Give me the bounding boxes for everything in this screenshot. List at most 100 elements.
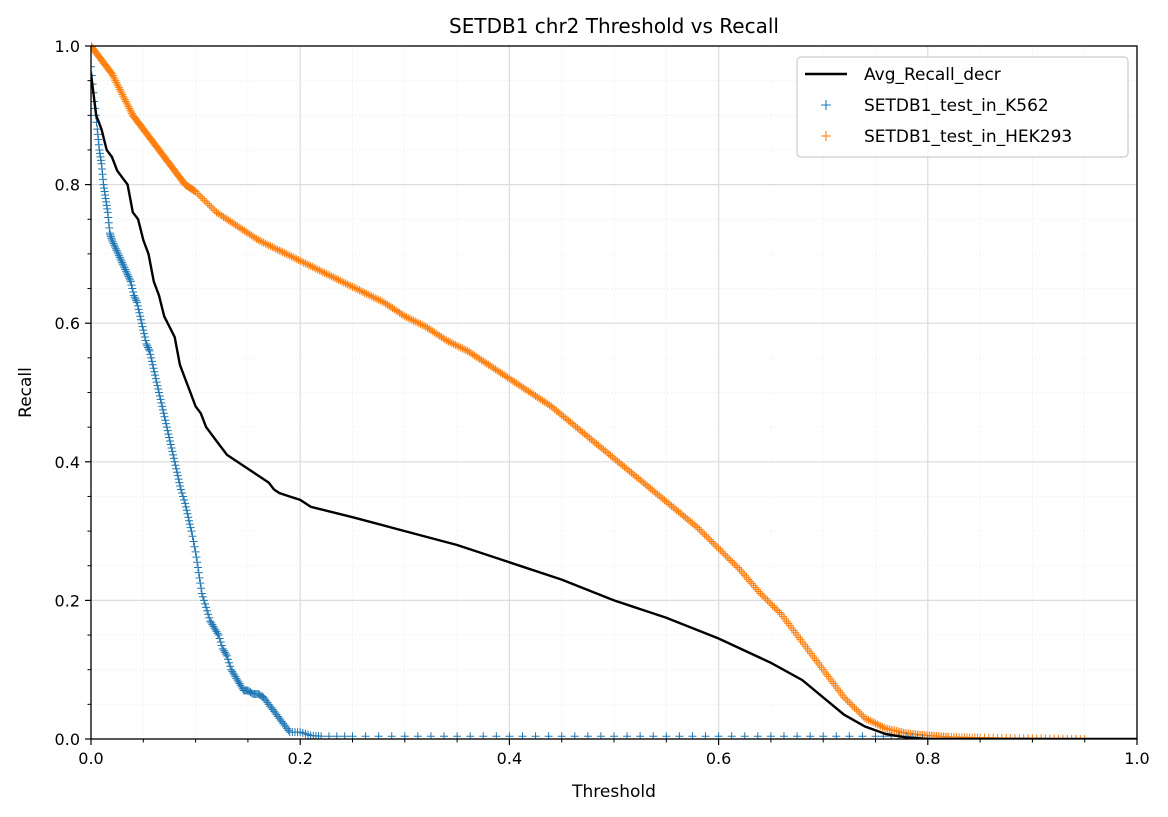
- y-tick-label: 0.4: [55, 453, 80, 472]
- data-point: [718, 547, 727, 556]
- data-point: [208, 620, 217, 629]
- data-point: [348, 282, 357, 291]
- data-point: [96, 156, 105, 165]
- data-point: [185, 520, 194, 529]
- data-point: [217, 641, 226, 650]
- data-point: [197, 589, 206, 598]
- data-point: [183, 509, 192, 518]
- data-point: [752, 585, 761, 594]
- data-point: [124, 272, 133, 281]
- data-point: [271, 244, 280, 253]
- data-point: [855, 709, 864, 718]
- data-point: [128, 284, 137, 293]
- data-point: [841, 695, 850, 704]
- data-point: [179, 492, 188, 501]
- data-point: [121, 265, 130, 274]
- data-point: [878, 722, 887, 731]
- data-point: [215, 634, 224, 643]
- data-point: [758, 591, 767, 600]
- data-point: [117, 256, 126, 265]
- data-point: [192, 553, 201, 562]
- series-layer: [91, 42, 1137, 739]
- data-point: [278, 248, 287, 257]
- data-point: [1080, 735, 1089, 739]
- data-point: [416, 320, 425, 329]
- data-point: [716, 546, 725, 555]
- y-tick-label: 0.2: [55, 591, 80, 610]
- data-point: [297, 257, 306, 266]
- data-point: [275, 246, 284, 255]
- data-point: [289, 253, 298, 262]
- data-point: [284, 726, 293, 735]
- data-point: [161, 416, 170, 425]
- data-point: [866, 716, 875, 725]
- legend-label: SETDB1_test_in_K562: [864, 96, 1049, 116]
- data-point: [178, 488, 187, 497]
- data-point: [108, 237, 117, 246]
- data-point: [270, 243, 279, 252]
- data-point: [407, 315, 416, 324]
- data-point: [154, 385, 163, 394]
- data-point: [876, 722, 885, 731]
- data-point: [371, 294, 380, 303]
- data-point: [707, 537, 716, 546]
- data-point: [759, 592, 768, 601]
- data-point: [203, 606, 212, 615]
- data-point: [150, 367, 159, 376]
- data-point: [140, 333, 149, 342]
- data-point: [848, 702, 857, 711]
- data-point: [414, 319, 423, 328]
- data-point: [310, 263, 319, 272]
- y-tick-label: 1.0: [55, 37, 80, 56]
- data-point: [97, 165, 106, 174]
- legend-box: [796, 56, 1129, 158]
- data-point: [109, 239, 118, 248]
- data-point: [126, 277, 135, 286]
- data-point: [214, 631, 223, 640]
- data-point: [189, 537, 198, 546]
- y-tick-label: 0.0: [55, 730, 80, 749]
- data-point: [871, 719, 880, 728]
- data-point: [751, 583, 760, 592]
- data-point: [263, 240, 272, 249]
- data-point: [861, 714, 870, 723]
- data-point: [134, 305, 143, 314]
- data-point: [125, 275, 134, 284]
- data-point: [195, 190, 204, 199]
- data-point: [206, 617, 215, 626]
- data-point: [336, 276, 345, 285]
- data-point: [222, 651, 231, 660]
- x-tick-label: 0.2: [287, 749, 312, 768]
- data-point: [180, 495, 189, 504]
- data-point: [145, 346, 154, 355]
- data-point: [114, 81, 123, 90]
- data-point: [111, 76, 120, 85]
- data-point: [110, 241, 119, 250]
- data-point: [353, 285, 362, 294]
- data-point: [880, 723, 889, 732]
- data-point: [773, 606, 782, 615]
- data-point: [331, 274, 340, 283]
- data-point: [125, 274, 134, 283]
- data-point: [770, 603, 779, 612]
- data-point: [840, 693, 849, 702]
- data-point: [158, 405, 167, 414]
- data-point: [203, 199, 212, 208]
- data-point: [168, 447, 177, 456]
- data-point: [198, 592, 207, 601]
- data-point: [768, 601, 777, 610]
- data-point: [761, 594, 770, 603]
- data-point: [123, 270, 132, 279]
- data-point: [236, 681, 245, 690]
- data-point: [127, 107, 136, 116]
- data-point: [131, 294, 140, 303]
- data-point: [406, 314, 415, 323]
- data-point: [259, 238, 268, 247]
- data-point: [165, 437, 174, 446]
- data-point: [704, 534, 713, 543]
- data-point: [162, 423, 171, 432]
- data-point: [112, 78, 121, 87]
- data-point: [726, 556, 735, 565]
- data-point: [346, 281, 355, 290]
- data-point: [111, 244, 120, 253]
